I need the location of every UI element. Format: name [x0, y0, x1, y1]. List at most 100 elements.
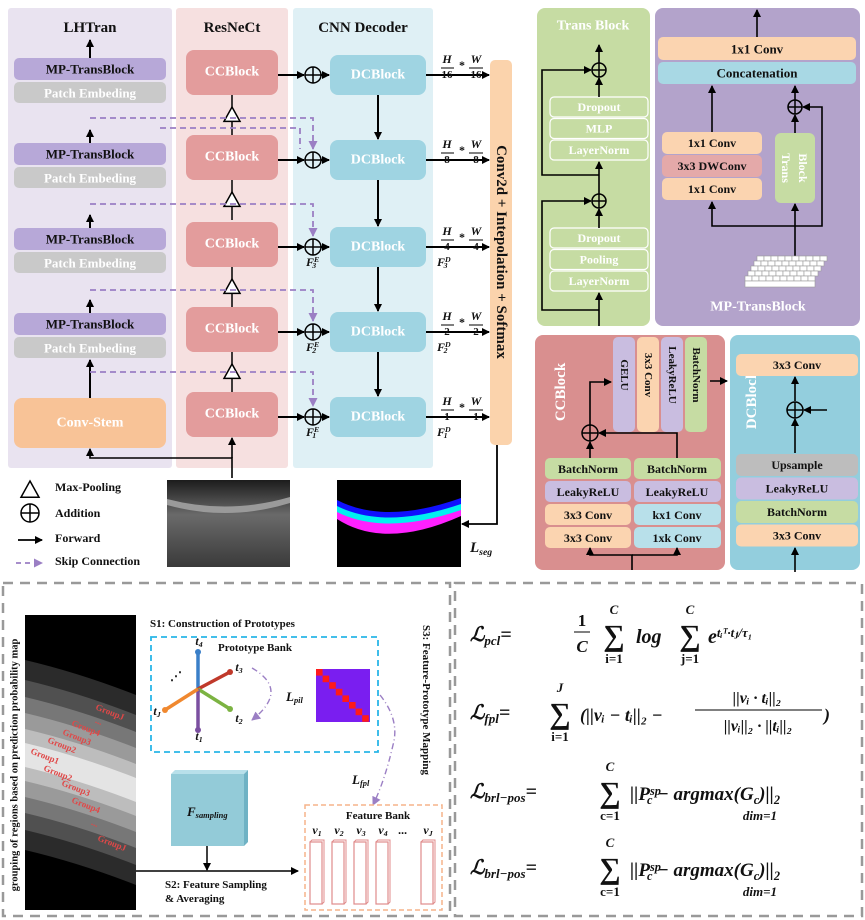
fe-label-part: F — [305, 255, 314, 269]
patch-embedding-label: Patch Embeding — [44, 341, 137, 356]
dcblock-5 — [330, 397, 426, 437]
scale-wd: 2 — [473, 326, 479, 338]
skip-connection — [90, 117, 318, 150]
eq-brl2-dim-part: dim=1 — [743, 884, 777, 899]
prototype-section-frame — [1, 581, 452, 918]
trans-block-lower-box — [549, 248, 649, 271]
dcblock-stack-label: LeakyReLU — [766, 482, 829, 496]
mp-left-stack-box — [662, 155, 762, 177]
ccblock-addition — [581, 424, 599, 442]
mp-addition — [787, 99, 803, 115]
scale-label: H 8 * W 8 — [441, 137, 483, 166]
mp-top-conv-label: 1x1 Conv — [731, 42, 784, 57]
prototype-vector-label-part: t — [153, 704, 157, 718]
fe-label-part: 3 — [311, 261, 316, 270]
eq-pcl-num: 1 — [578, 611, 587, 630]
prototype-vector-2 — [197, 687, 231, 711]
eq-pcl-sum2-top-part: C — [686, 602, 695, 617]
scale-star-part: * — [459, 143, 465, 157]
prototype-ellipsis: ⋰ — [170, 669, 182, 683]
eq-pcl-sum1-top-part: C — [610, 602, 619, 617]
eq-fpl-left: (||vᵢ − tᵢ||₂ − — [580, 705, 663, 726]
eq-pcl-sum2-symbol: ∑ — [679, 620, 700, 653]
prototype-vector-head — [227, 669, 233, 675]
eq-fpl-sum-top-part: J — [556, 680, 564, 695]
feature-label: v4 — [378, 823, 387, 838]
patch-embedding-1 — [14, 82, 166, 103]
eq-brl2-body-part: )|| — [757, 860, 774, 881]
prototype-vector-label: t2 — [235, 711, 242, 726]
s2-line-2: & Averaging — [165, 893, 225, 905]
mp-left-stack-box — [662, 132, 762, 154]
ccblock-4 — [186, 307, 278, 352]
scale-wd-part: 2 — [473, 326, 479, 338]
ccblock-left-box — [545, 527, 631, 548]
ccblock-label: CCBlock — [205, 65, 260, 80]
prototype-vector-label-part: J — [156, 710, 162, 719]
cc-input — [632, 547, 681, 556]
feature-label-part: v — [378, 823, 384, 837]
eq-brl2-body: ||Psp c − argmax(Gc)||2 — [630, 860, 780, 883]
scale-w: W — [471, 224, 483, 238]
legend-max-pooling: Max-Pooling — [55, 480, 121, 494]
feature-vector-edge — [309, 839, 325, 905]
eq-fpl-sum-bottom-part: i=1 — [551, 729, 569, 744]
mp-branch-right — [795, 103, 823, 227]
dcblock-label: DCBlock — [351, 68, 406, 83]
eq-pcl-lhs-part: pcl — [483, 633, 500, 648]
eq-fpl-lhs: ℒfpl= — [470, 702, 510, 726]
scale-label: H 4 * W 4 — [441, 224, 483, 253]
eq-brl2-body-part: − argmax(G — [652, 860, 754, 881]
fd-label-part: F — [436, 340, 445, 354]
addition-icon — [304, 323, 322, 341]
mp-top-conv — [658, 37, 856, 60]
feature-vector-edge — [353, 839, 369, 905]
feature-label: vJ — [423, 823, 433, 838]
eq-brl1-body-part: c — [647, 793, 653, 807]
mp-trans-label-1: Trans — [779, 153, 793, 183]
trans-block-lower-box — [549, 270, 649, 292]
dcblock-stack-box — [736, 477, 858, 500]
cc-input — [586, 547, 633, 570]
feature-label-part: 3 — [361, 829, 366, 838]
fd-label-part: D — [444, 425, 451, 434]
prototype-vector-label-part: 2 — [238, 717, 243, 726]
scale-star-part: * — [459, 58, 465, 72]
matrix-diagonal-cell — [349, 702, 356, 709]
scale-h: H — [441, 137, 452, 151]
scale-hd-part: 16 — [442, 69, 454, 81]
eq-brl2-lhs-part: brl−pos — [484, 866, 525, 881]
group-label: ... — [90, 817, 100, 829]
scale-label: H 16 * W 16 — [441, 52, 483, 81]
scale-star-part: * — [459, 315, 465, 329]
loss-seg: Lseg — [469, 540, 492, 558]
mp-left-stack-label: 1x1 Conv — [688, 136, 736, 150]
scale-hd-part: 1 — [444, 411, 450, 423]
feature-vector-bar — [309, 841, 323, 905]
feature-vector-edge — [420, 839, 436, 905]
eq-pcl-sum1-symbol: ∑ — [603, 620, 624, 653]
fd-label-part: 3 — [443, 261, 448, 270]
scale-wd: 4 — [473, 241, 479, 253]
eq-brl1-body-part: 2 — [773, 793, 780, 807]
scale-wd: 1 — [473, 411, 479, 423]
trans-addition-2 — [591, 193, 607, 209]
eq-brl1-dim-part: dim=1 — [743, 808, 777, 823]
eq-pcl-lhs-part: ℒ — [470, 624, 486, 646]
feature-label-part: 4 — [383, 829, 388, 838]
scale-star: * — [459, 230, 465, 244]
feature-vector-bar — [420, 841, 434, 905]
probability-band — [25, 743, 136, 802]
ccblock-top-label: BatchNorm — [690, 348, 702, 403]
ccblock-right-box — [634, 481, 721, 502]
scale-wd: 8 — [473, 154, 479, 166]
skip-connection — [160, 127, 301, 149]
group-label: ... — [94, 715, 104, 727]
feature-label: v1 — [312, 823, 321, 838]
ccblock-title: CCBlock — [553, 362, 569, 421]
eq-fpl-right: ) — [822, 705, 830, 726]
prototype-vector-label: tJ — [153, 704, 161, 719]
eq-fpl-right-part: ) — [822, 705, 830, 726]
legend-addition-icon — [20, 503, 40, 523]
eq-brl1-sum-top-part: C — [606, 759, 615, 774]
